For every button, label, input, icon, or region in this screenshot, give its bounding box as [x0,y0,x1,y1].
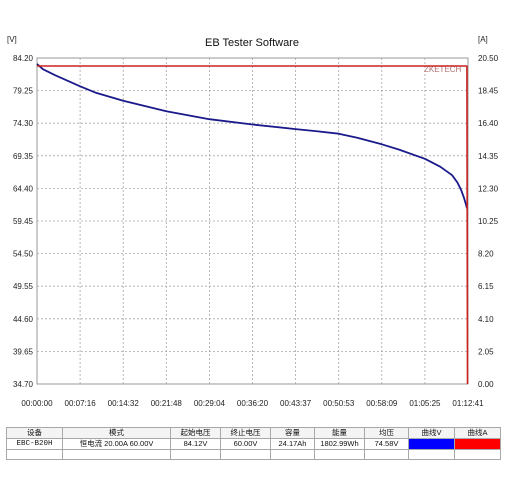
right-y-tick-label: 12.30 [478,184,499,193]
header-end-voltage: 终止电压 [220,427,271,439]
left-y-tick-label: 74.30 [13,119,34,128]
left-y-tick-label: 69.35 [13,152,34,161]
right-y-tick-label: 10.25 [478,217,499,226]
table-empty-row [6,449,501,460]
table-header-row: 设备 模式 起始电压 终止电压 容量 能量 均压 曲线V 曲线A [6,427,501,439]
empty-cell [170,449,221,460]
right-axis-unit: [A] [478,35,488,44]
left-y-tick-label: 44.60 [13,315,34,324]
x-tick-label: 00:29:04 [194,399,226,408]
header-capacity: 容量 [270,427,315,439]
empty-cell [364,449,409,460]
x-tick-label: 00:00:00 [21,399,53,408]
empty-cell [6,449,63,460]
mode-cell: 恒电流 20.00A 60.00V [62,438,171,450]
x-tick-label: 00:36:20 [237,399,269,408]
header-energy: 能量 [314,427,365,439]
header-device: 设备 [6,427,63,439]
discharge-chart: EB Tester Software [V] [A] 84.20 79.25 74.… [7,35,499,408]
right-y-tick-label: 18.45 [478,87,499,96]
start-voltage-cell: 84.12V [170,438,221,450]
x-tick-label: 01:12:41 [452,399,484,408]
left-y-tick-label: 64.40 [13,184,34,193]
empty-cell [454,449,501,460]
x-tick-label: 00:07:16 [65,399,97,408]
test-result-table: 设备 模式 起始电压 终止电压 容量 能量 均压 曲线V 曲线A EBC-B20… [6,427,501,460]
x-tick-label: 00:21:48 [151,399,183,408]
header-start-voltage: 起始电压 [170,427,221,439]
x-tick-label: 00:58:09 [366,399,398,408]
left-y-tick-label: 49.55 [13,282,34,291]
energy-cell: 1802.99Wh [314,438,365,450]
x-tick-label: 00:50:53 [323,399,355,408]
capacity-cell: 24.17Ah [270,438,315,450]
voltage-series-line [36,63,468,209]
chart-title: EB Tester Software [205,37,299,49]
device-cell: EBC-B20H [6,438,63,450]
right-y-tick-label: 4.10 [478,315,494,324]
right-y-tick-label: 6.15 [478,282,494,291]
x-tick-label: 00:43:37 [280,399,312,408]
current-series-line [37,65,469,385]
curve-v-color-swatch[interactable] [408,438,455,450]
left-axis-unit: [V] [7,35,17,44]
left-y-tick-label: 39.65 [13,347,34,356]
empty-cell [220,449,271,460]
right-y-tick-label: 8.20 [478,250,494,259]
end-voltage-cell: 60.00V [220,438,271,450]
right-y-tick-label: 14.35 [478,152,499,161]
header-mode: 模式 [62,427,171,439]
table-row[interactable]: EBC-B20H 恒电流 20.00A 60.00V 84.12V 60.00V… [6,438,501,450]
x-tick-label: 01:05:25 [409,399,441,408]
empty-cell [62,449,171,460]
empty-cell [408,449,455,460]
left-y-tick-label: 34.70 [13,380,34,389]
right-y-tick-label: 16.40 [478,119,499,128]
left-y-tick-label: 54.50 [13,250,34,259]
plot-area [36,57,469,385]
left-y-tick-label: 79.25 [13,87,34,96]
right-y-tick-label: 2.05 [478,347,494,356]
curve-a-color-swatch[interactable] [454,438,501,450]
header-curve-a: 曲线A [454,427,501,439]
right-y-tick-label: 0.00 [478,380,494,389]
x-tick-label: 00:14:32 [108,399,140,408]
header-curve-v: 曲线V [408,427,455,439]
left-y-tick-label: 59.45 [13,217,34,226]
watermark-logo: ZKETECH [424,65,462,74]
left-y-tick-label: 84.20 [13,54,34,63]
right-y-tick-label: 20.50 [478,54,499,63]
header-avg-voltage: 均压 [364,427,409,439]
empty-cell [270,449,315,460]
empty-cell [314,449,365,460]
avg-voltage-cell: 74.58V [364,438,409,450]
